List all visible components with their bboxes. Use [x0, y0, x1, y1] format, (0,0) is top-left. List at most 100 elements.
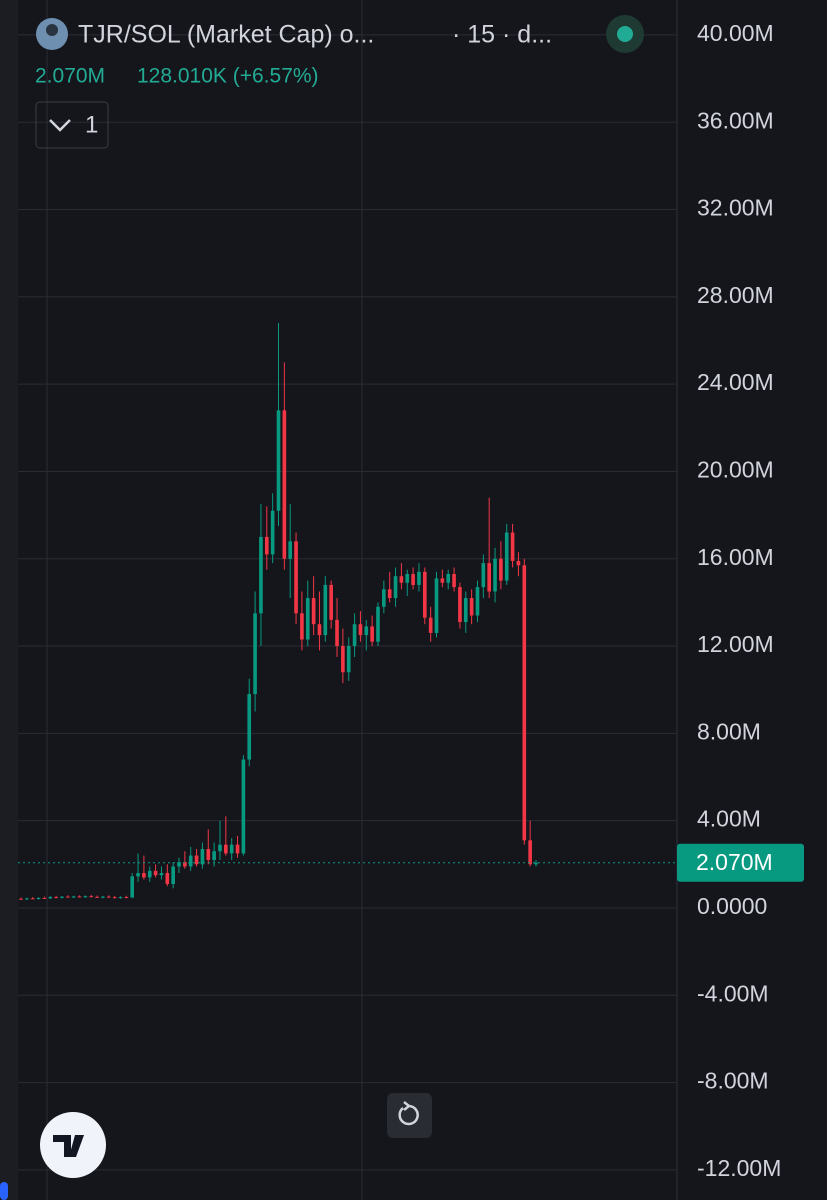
candle-body — [142, 873, 146, 878]
overlay: 40.00M 36.00M 32.00M 28.00M 24.00M 20.00M 16.0… — [18, 20, 804, 1181]
y-tick-label: 0.0000 — [697, 893, 767, 919]
candle-body — [376, 606, 380, 642]
y-tick-label: 32.00M — [697, 195, 774, 221]
reset-button[interactable] — [387, 1093, 432, 1138]
candle-body — [329, 584, 333, 620]
candle-body — [446, 574, 451, 583]
candle-body — [317, 624, 322, 636]
candle-body — [411, 574, 415, 585]
candle-body — [106, 896, 111, 898]
candle-body — [516, 560, 521, 566]
candle-body — [183, 862, 187, 867]
candle-body — [305, 598, 310, 640]
candle-body — [487, 563, 491, 592]
candle-body — [130, 876, 135, 898]
candle-body — [136, 873, 140, 877]
candle-body — [475, 587, 480, 616]
candle-body — [387, 589, 392, 599]
y-tick-label: -4.00M — [697, 980, 769, 1006]
y-tick-label: 16.00M — [697, 544, 774, 570]
candle-body — [528, 840, 532, 865]
candle-body — [405, 574, 410, 583]
candle-body — [124, 897, 129, 899]
status-dot — [617, 26, 633, 42]
candle-body — [200, 849, 205, 865]
candle-body — [510, 532, 515, 561]
candle-body — [452, 574, 456, 588]
candle-body — [458, 587, 462, 623]
avatar-detail — [46, 24, 58, 36]
candle-body — [264, 536, 269, 555]
logo-mark — [53, 1135, 84, 1157]
candle-body — [66, 896, 70, 898]
candle-body — [270, 510, 275, 555]
candle-body — [422, 571, 427, 618]
candle-body — [276, 410, 281, 511]
candle-body — [188, 855, 193, 867]
candle-body — [118, 897, 123, 899]
candle-body — [370, 626, 374, 642]
candle-body — [83, 896, 88, 898]
y-tick-label: 20.00M — [697, 457, 774, 483]
candle-body — [71, 896, 76, 898]
header-change: 128.010K (+6.57%) — [137, 65, 319, 88]
candle-body — [288, 541, 293, 559]
collapse-button[interactable] — [35, 101, 109, 149]
candle-body — [393, 576, 398, 599]
reset-arrow — [403, 1101, 412, 1111]
candle-body — [30, 898, 35, 900]
candle-body — [89, 896, 94, 898]
candle-body — [311, 598, 316, 625]
candle-body — [177, 862, 181, 867]
candle-body — [493, 558, 497, 592]
candle-body — [481, 563, 486, 588]
candle-body — [499, 558, 503, 581]
y-tick-label: 12.00M — [697, 631, 774, 657]
candle-body — [253, 613, 257, 695]
candle-body — [212, 851, 216, 860]
candle-body — [382, 589, 386, 607]
candle-body — [19, 898, 23, 900]
candle-body — [417, 571, 421, 585]
candle-body — [54, 897, 58, 899]
y-tick-label: 40.00M — [697, 20, 774, 46]
candle-body — [48, 897, 53, 899]
scroll-handle — [0, 1182, 8, 1200]
interval: · 15 · d... — [452, 21, 552, 49]
candle-body — [77, 896, 82, 898]
candle-body — [440, 578, 445, 583]
candle-body — [294, 541, 298, 614]
candle-body — [218, 844, 222, 852]
candle-body — [194, 855, 199, 865]
candle-body — [364, 626, 369, 636]
candle-body — [25, 898, 29, 900]
candle-body — [171, 866, 175, 884]
candle-body — [101, 896, 105, 898]
candle-body — [60, 896, 64, 898]
candle-body — [95, 896, 99, 898]
candle-body — [112, 897, 117, 899]
y-tick-label: 4.00M — [697, 806, 761, 832]
symbol-title: TJR/SOL (Market Cap) o... — [78, 21, 374, 49]
candle-body — [399, 576, 404, 583]
candle-body — [206, 849, 211, 860]
left-edge — [0, 0, 18, 1200]
y-tick-label: 28.00M — [697, 282, 774, 308]
candle-body — [534, 862, 538, 865]
candle-body — [504, 532, 509, 581]
candle-body — [463, 598, 468, 623]
candle-body — [235, 844, 240, 854]
candle-body — [259, 536, 263, 614]
candle-body — [358, 624, 363, 636]
y-tick-label: 8.00M — [697, 718, 761, 744]
y-tick-label: 24.00M — [697, 369, 774, 395]
candle-body — [341, 646, 345, 673]
candle-body — [247, 694, 252, 760]
last-price-label: 2.070M — [696, 849, 773, 875]
candle-body — [42, 897, 47, 899]
candle-body — [300, 613, 304, 640]
candle-body — [522, 565, 527, 841]
reset-icon — [398, 1104, 419, 1126]
